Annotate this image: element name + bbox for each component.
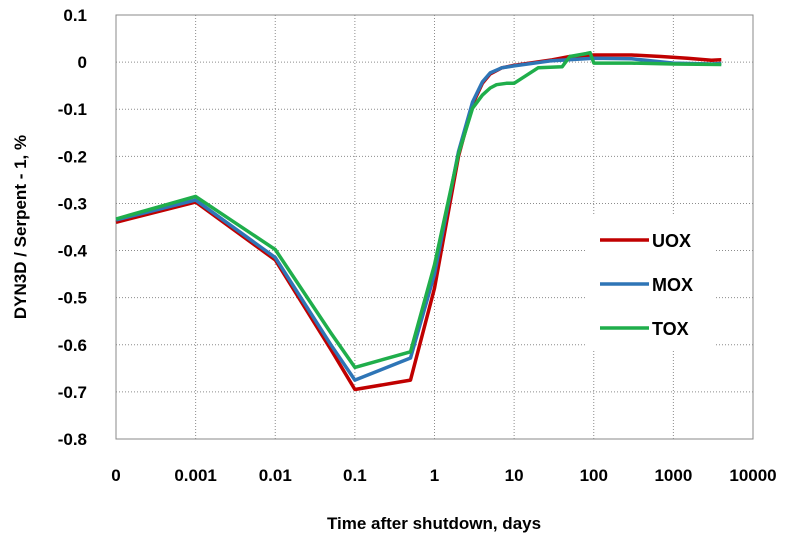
y-axis-tick-labels: 0.1 0 -0.1 -0.2 -0.3 -0.4 -0.5 -0.6 -0.7 -0.8 (58, 6, 88, 449)
series-lines (115, 50, 722, 392)
y-tick-label: -0.4 (58, 242, 88, 261)
legend-label-tox: TOX (652, 319, 689, 339)
y-tick-label: -0.3 (58, 194, 87, 213)
x-tick-label: 100 (580, 466, 608, 485)
series-line-tox (115, 50, 722, 370)
x-tick-label: 0 (111, 466, 120, 485)
y-tick-label: -0.5 (58, 289, 87, 308)
y-tick-label: 0.1 (63, 6, 87, 25)
y-tick-label: -0.1 (58, 100, 87, 119)
x-tick-label: 1 (430, 466, 439, 485)
legend-label-uox: UOX (652, 231, 691, 251)
x-tick-label: 0.01 (259, 466, 292, 485)
x-tick-label: 0.001 (174, 466, 217, 485)
legend-label-mox: MOX (652, 275, 693, 295)
legend: UOX MOX TOX (600, 231, 693, 339)
y-tick-label: -0.8 (58, 430, 87, 449)
y-tick-label: 0 (78, 53, 87, 72)
x-axis-tick-labels: 0 0.001 0.01 0.1 1 10 100 1000 10000 (111, 466, 776, 485)
y-tick-label: -0.7 (58, 383, 87, 402)
plot-area-frame (115, 14, 754, 440)
x-axis-title: Time after shutdown, days (327, 514, 541, 533)
y-axis-title: DYN3D / Serpent - 1, % (11, 135, 30, 319)
x-tick-label: 10 (505, 466, 524, 485)
y-tick-label: -0.2 (58, 147, 87, 166)
x-tick-label: 1000 (654, 466, 692, 485)
y-tick-label: -0.6 (58, 336, 87, 355)
x-tick-label: 0.1 (343, 466, 367, 485)
x-tick-label: 10000 (729, 466, 776, 485)
series-line-mox (115, 56, 722, 382)
